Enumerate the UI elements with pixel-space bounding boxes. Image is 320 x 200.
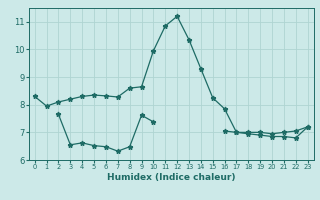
X-axis label: Humidex (Indice chaleur): Humidex (Indice chaleur) [107, 173, 236, 182]
